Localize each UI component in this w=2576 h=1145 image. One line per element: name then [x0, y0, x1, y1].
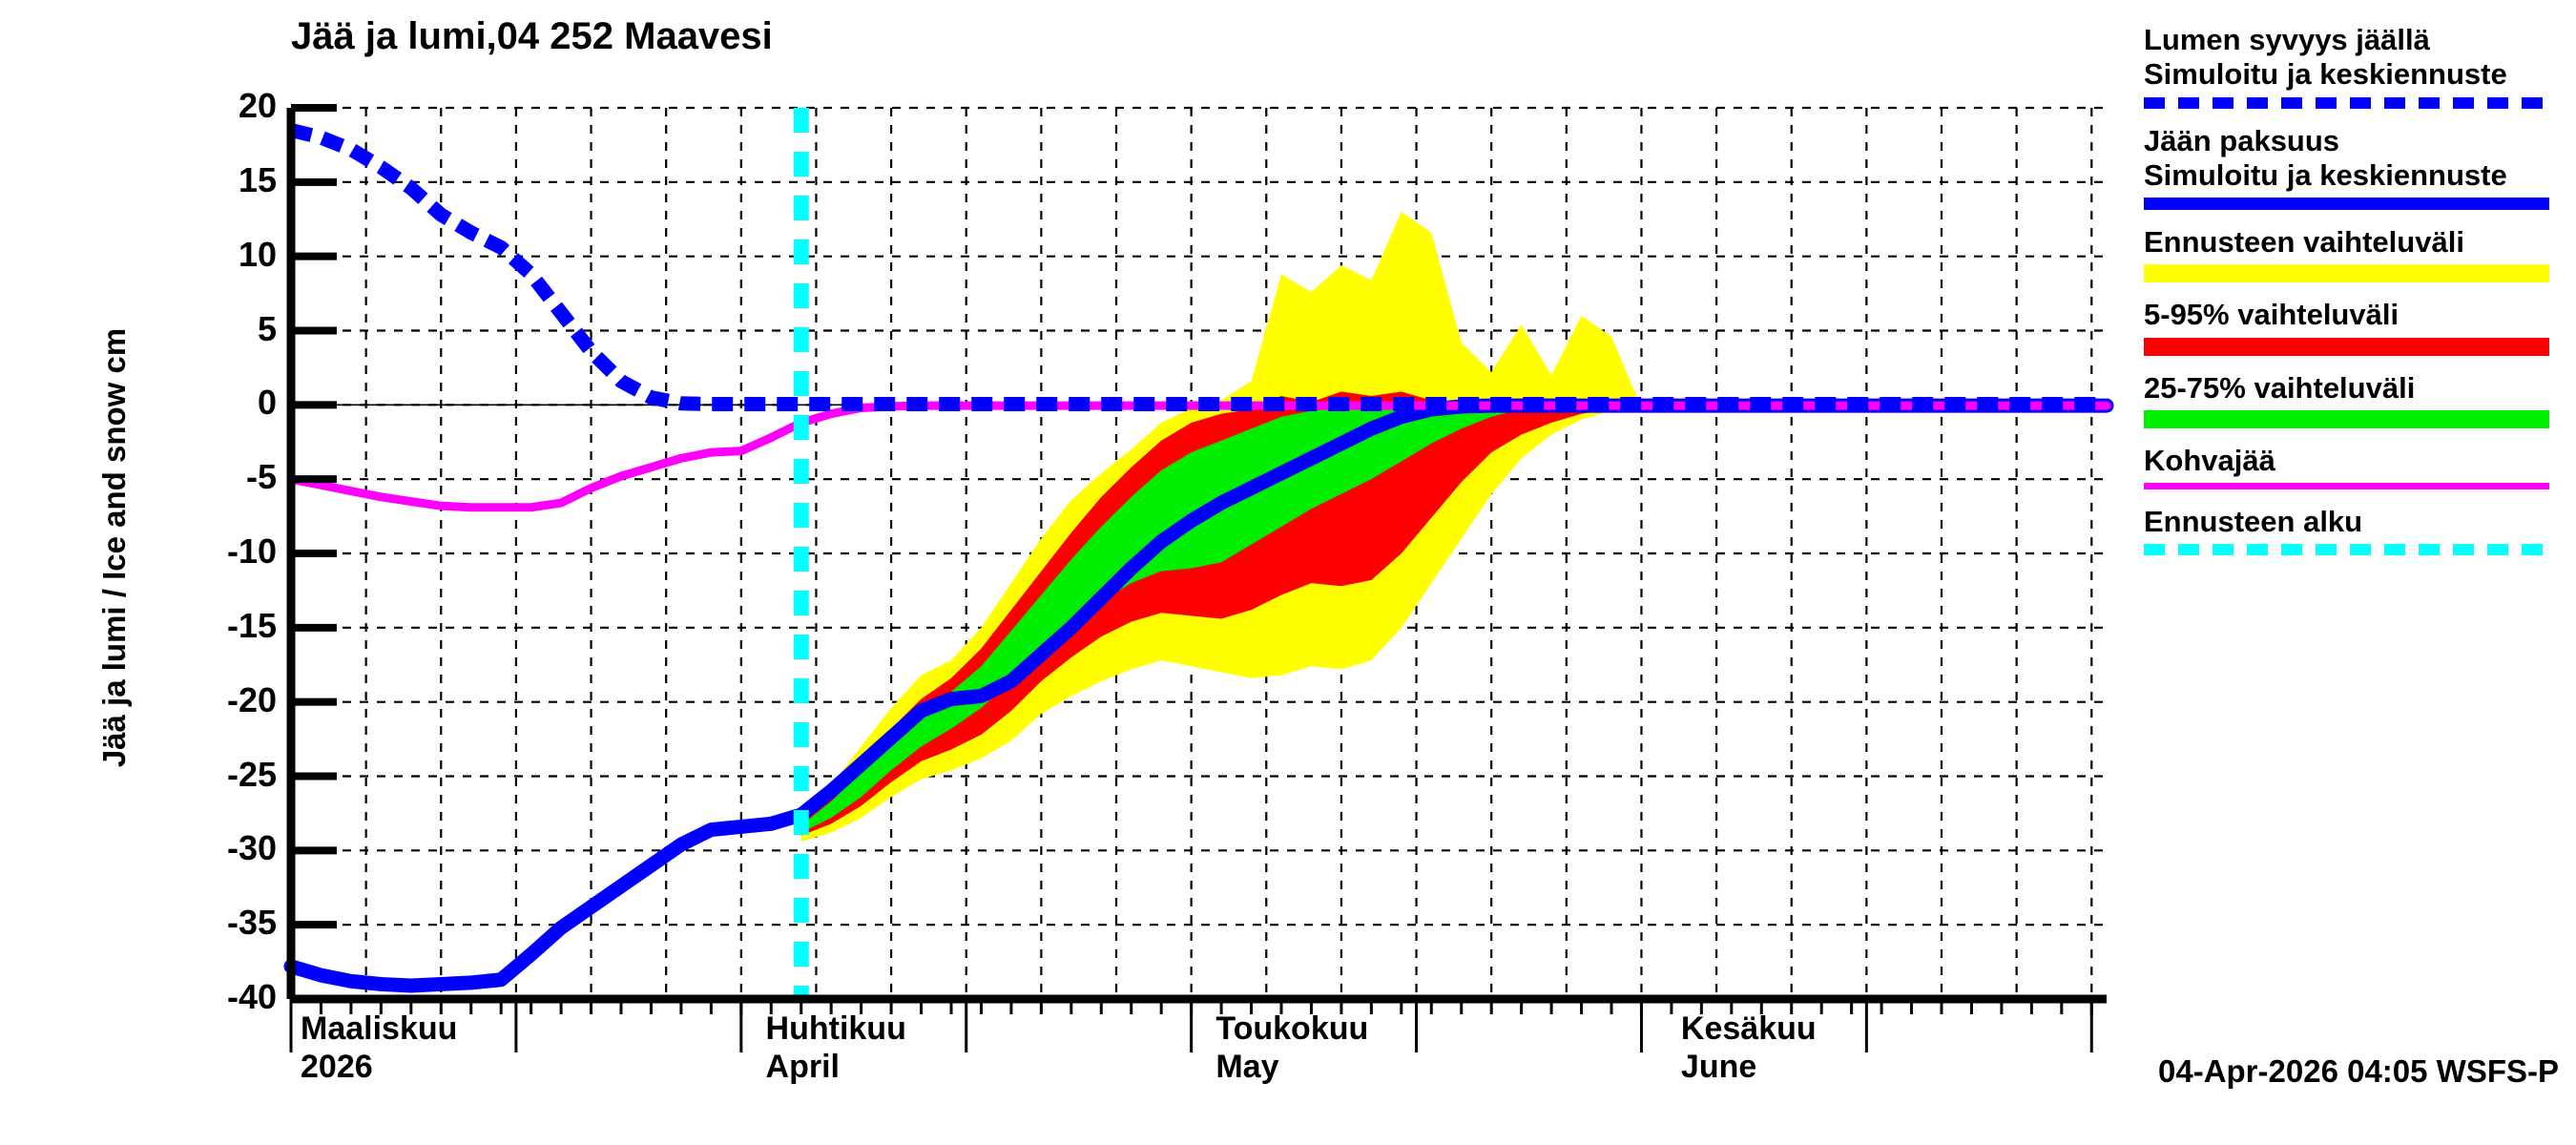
- x-tick-label-fi: Huhtikuu: [765, 1010, 906, 1047]
- x-tick-label-fi: Maaliskuu: [301, 1010, 458, 1047]
- legend-item: Ennusteen vaihteluväli: [2144, 225, 2564, 283]
- chart-legend: Lumen syvyys jäällä Simuloitu ja keskienn…: [2144, 23, 2564, 571]
- y-tick-label: 10: [238, 234, 277, 274]
- legend-label: 25-75% vaihteluväli: [2144, 370, 2416, 405]
- legend-swatch-band: [2144, 264, 2549, 283]
- legend-swatch-solid: [2144, 198, 2549, 211]
- legend-swatch-thin: [2144, 483, 2549, 490]
- forecast-band-25-75-vaihteluv-li: [800, 407, 1522, 833]
- legend-item: Kohvajää: [2144, 443, 2564, 490]
- y-tick-label: -15: [226, 605, 277, 645]
- y-tick-label: -5: [245, 457, 277, 497]
- y-tick-label: -35: [226, 903, 277, 943]
- y-tick-label: -30: [226, 828, 277, 868]
- x-tick-label-fi: Toukokuu: [1215, 1010, 1369, 1047]
- forecast-band-5-95-vaihteluv-li: [800, 391, 1672, 836]
- legend-item: Lumen syvyys jäällä Simuloitu ja keskienn…: [2144, 23, 2564, 109]
- legend-label: 5-95% vaihteluväli: [2144, 298, 2399, 332]
- y-tick-label: -10: [226, 531, 277, 571]
- x-tick-label: Maaliskuu 2026: [301, 1010, 457, 1086]
- y-tick-label: 15: [238, 159, 277, 199]
- series-snow-depth: [289, 123, 2107, 412]
- legend-swatch-dash: [2144, 96, 2549, 109]
- legend-swatch-band: [2144, 409, 2549, 428]
- chart-series: [283, 123, 2114, 993]
- legend-label: Kohvajää: [2144, 443, 2275, 477]
- y-tick-label: -25: [226, 754, 277, 794]
- y-tick-label: 20: [238, 86, 277, 125]
- y-tick-label: -40: [226, 977, 277, 1016]
- legend-swatch-band: [2144, 337, 2549, 356]
- chart-title: Jää ja lumi,04 252 Maavesi: [291, 15, 773, 57]
- x-tick-label-en: June: [1680, 1049, 1757, 1086]
- chart-gridlines: [289, 106, 2107, 999]
- legend-item: 25-75% vaihteluväli: [2144, 371, 2564, 428]
- legend-sublabel: Simuloitu ja keskiennuste: [2144, 157, 2507, 192]
- y-tick-label: -20: [226, 679, 277, 719]
- legend-label: Ennusteen vaihteluväli: [2144, 225, 2464, 260]
- legend-label: Jään paksuus: [2144, 123, 2340, 157]
- legend-label: Ennusteen alku: [2144, 505, 2363, 539]
- y-tick-label: 5: [257, 308, 277, 348]
- footer-timestamp: 04-Apr-2026 04:05 WSFS-P: [2158, 1053, 2559, 1089]
- legend-label: Lumen syvyys jäällä: [2144, 23, 2430, 56]
- chart-axes: [286, 104, 2107, 1052]
- forecast-bands: [800, 211, 1672, 842]
- x-tick-label: Huhtikuu April: [766, 1010, 906, 1086]
- legend-swatch-dash: [2144, 544, 2549, 556]
- x-tick-label-en: April: [765, 1049, 840, 1086]
- x-tick-label: Toukokuu May: [1215, 1010, 1368, 1086]
- x-tick-label-fi: Kesäkuu: [1680, 1010, 1817, 1047]
- legend-item: 5-95% vaihteluväli: [2144, 298, 2564, 356]
- legend-item: Jään paksuus Simuloitu ja keskiennuste: [2144, 124, 2564, 211]
- legend-sublabel: Simuloitu ja keskiennuste: [2144, 57, 2507, 92]
- y-tick-label: 0: [257, 383, 277, 423]
- y-axis-ticks: 20 15 10 5 0 -5 -10 -15 -20 -25 -30 -35 -40: [105, 0, 277, 1145]
- legend-item: Ennusteen alku: [2144, 505, 2564, 556]
- x-tick-label-en: 2026: [301, 1049, 373, 1086]
- x-tick-label-en: May: [1215, 1049, 1279, 1086]
- x-tick-label: Kesäkuu June: [1681, 1010, 1817, 1086]
